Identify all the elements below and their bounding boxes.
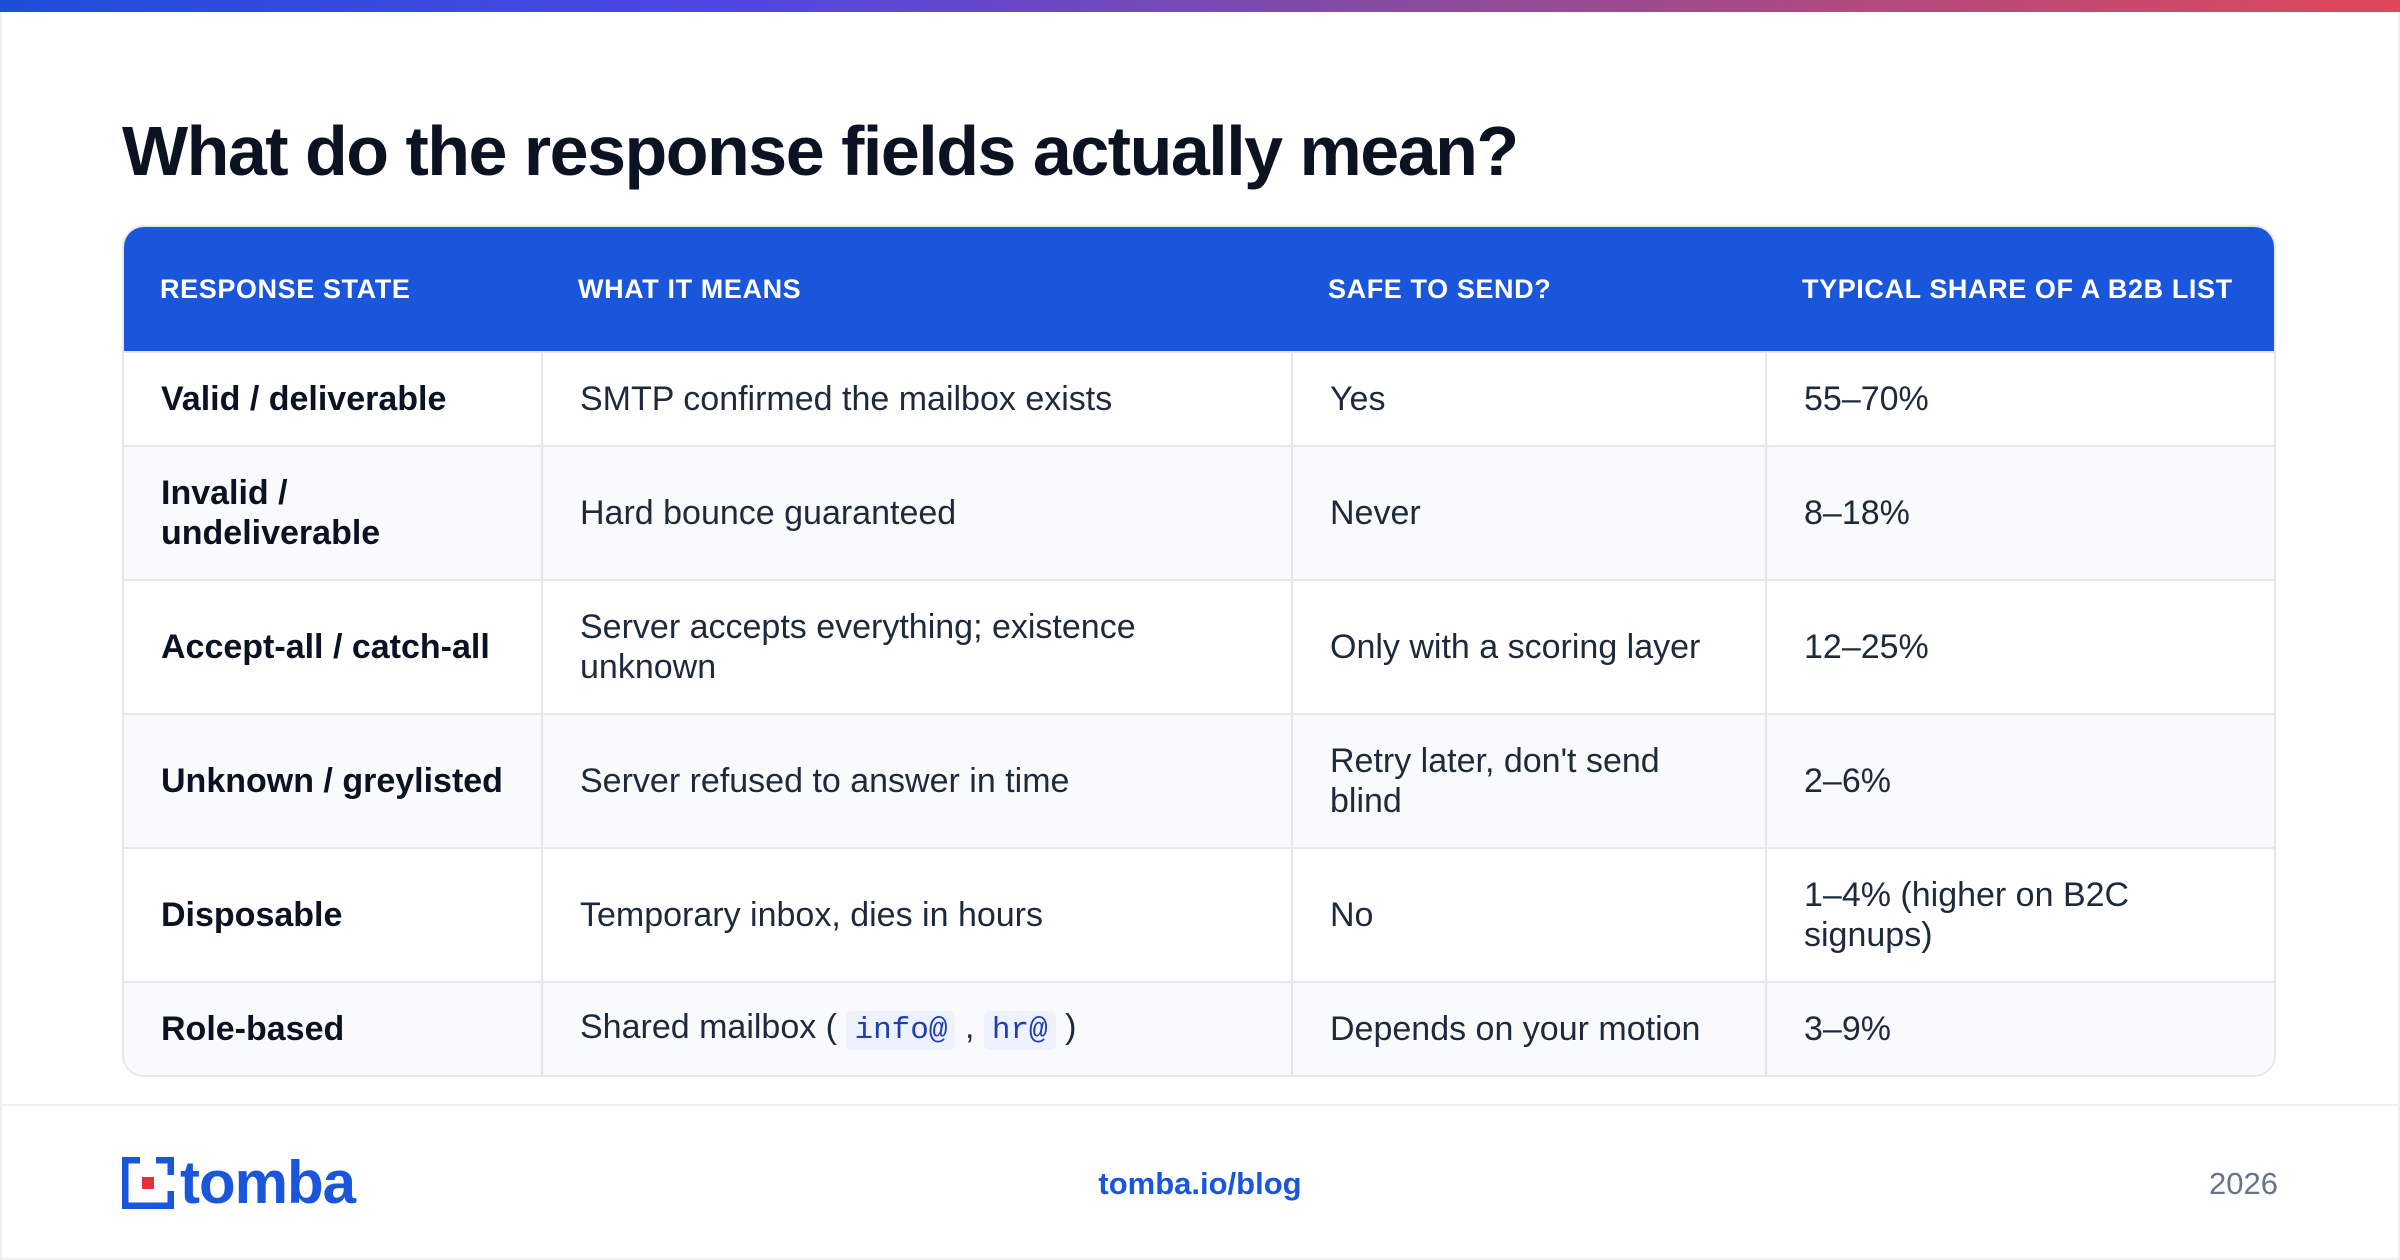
row-safe: Yes — [1292, 351, 1767, 446]
row-safe: No — [1292, 847, 1767, 982]
row-meaning: SMTP confirmed the mailbox exists — [542, 351, 1293, 446]
header-typical-share: Typical share of a B2B list — [1766, 227, 2274, 352]
row-state: Role-based — [124, 981, 543, 1075]
meaning-suffix: ) — [1065, 1008, 1077, 1046]
header-safe-to-send: Safe to send? — [1292, 227, 1766, 352]
table-row: Valid / deliverable SMTP confirmed the m… — [124, 351, 2274, 446]
row-share: 55–70% — [1766, 351, 2274, 446]
page-title: What do the response fields actually mea… — [122, 112, 1519, 190]
row-safe: Never — [1292, 445, 1767, 580]
row-meaning: Server refused to answer in time — [542, 713, 1293, 848]
row-meaning: Server accepts everything; existence unk… — [542, 579, 1293, 714]
row-state: Valid / deliverable — [124, 351, 543, 446]
row-state: Accept-all / catch-all — [124, 579, 543, 714]
header-what-it-means: What it means — [542, 227, 1292, 352]
row-share: 8–18% — [1766, 445, 2274, 580]
code-info: info@ — [846, 1011, 956, 1050]
footer-year: 2026 — [2209, 1166, 2278, 1201]
table-header-row: Response state What it means Safe to sen… — [124, 227, 2274, 352]
meaning-sep: , — [964, 1008, 975, 1046]
row-share: 2–6% — [1766, 713, 2274, 848]
row-share: 1–4% (higher on B2C signups) — [1766, 847, 2274, 982]
row-safe: Retry later, don't send blind — [1292, 713, 1767, 848]
row-meaning: Hard bounce guaranteed — [542, 445, 1293, 580]
footer-divider — [0, 1104, 2400, 1106]
table-row: Invalid / undeliverable Hard bounce guar… — [124, 445, 2274, 580]
header-response-state: Response state — [124, 227, 542, 352]
blog-link[interactable]: tomba.io/blog — [1098, 1166, 1302, 1201]
row-meaning: Shared mailbox ( info@ , hr@ ) — [542, 981, 1293, 1075]
row-share: 12–25% — [1766, 579, 2274, 714]
table-row: Disposable Temporary inbox, dies in hour… — [124, 847, 2274, 982]
row-safe: Depends on your motion — [1292, 981, 1767, 1075]
tomba-logo[interactable]: tomba — [122, 1149, 356, 1216]
response-fields-table: Response state What it means Safe to sen… — [122, 225, 2276, 1077]
code-hr: hr@ — [983, 1011, 1056, 1050]
logo-text: tomba — [180, 1149, 356, 1216]
row-state: Disposable — [124, 847, 543, 982]
table-row: Unknown / greylisted Server refused to a… — [124, 713, 2274, 848]
top-gradient-bar — [0, 0, 2400, 12]
row-share: 3–9% — [1766, 981, 2274, 1075]
table-row: Role-based Shared mailbox ( info@ , hr@ … — [124, 981, 2274, 1075]
meaning-prefix: Shared mailbox ( — [580, 1008, 838, 1046]
tomba-mark-icon — [122, 1157, 174, 1209]
row-meaning: Temporary inbox, dies in hours — [542, 847, 1293, 982]
row-state: Invalid / undeliverable — [124, 445, 543, 580]
table-row: Accept-all / catch-all Server accepts ev… — [124, 579, 2274, 714]
row-state: Unknown / greylisted — [124, 713, 543, 848]
row-safe: Only with a scoring layer — [1292, 579, 1767, 714]
